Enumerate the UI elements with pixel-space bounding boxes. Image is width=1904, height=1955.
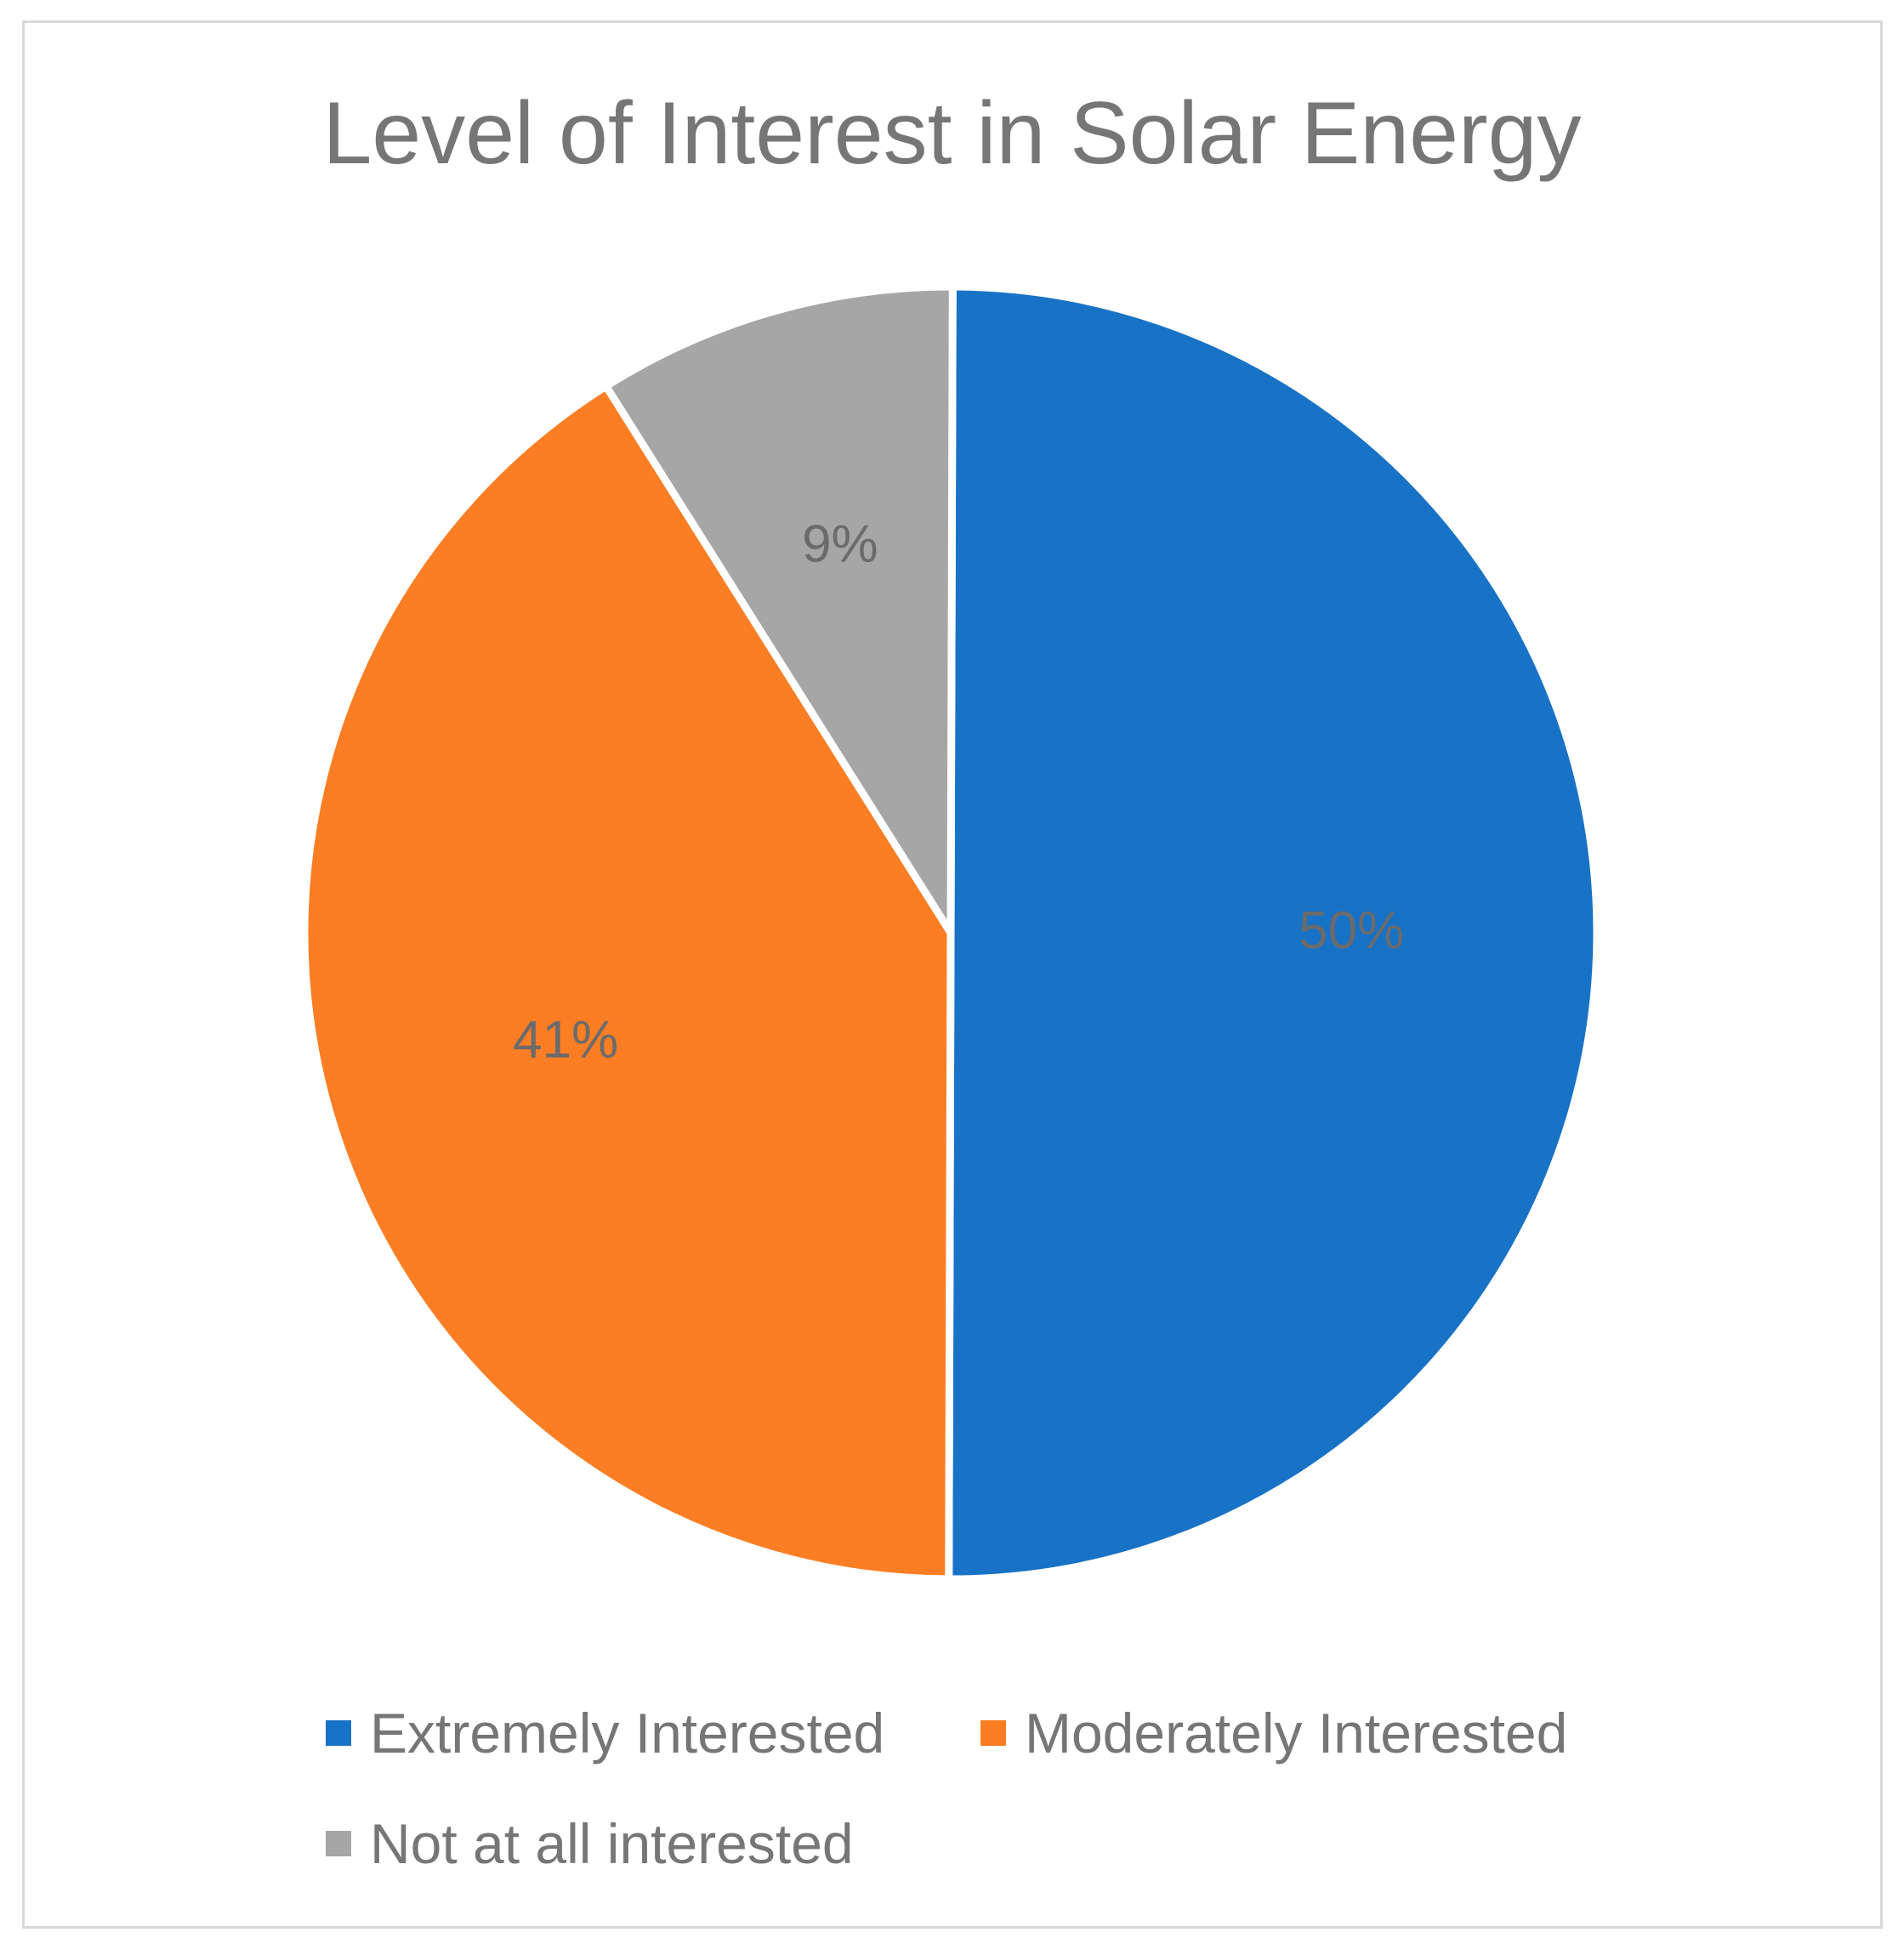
data-label-not-at-all-interested: 9% <box>802 514 878 573</box>
chart-title: Level of Interest in Solar Energy <box>322 84 1582 183</box>
pie-slice-moderately-interested <box>300 382 955 1583</box>
data-label-moderately-interested: 41% <box>513 1010 618 1069</box>
data-label-extremely-interested: 50% <box>1299 901 1404 960</box>
pie-slice-not-at-all-interested <box>602 282 957 937</box>
pie-slice-extremely-interested <box>945 282 1601 1583</box>
